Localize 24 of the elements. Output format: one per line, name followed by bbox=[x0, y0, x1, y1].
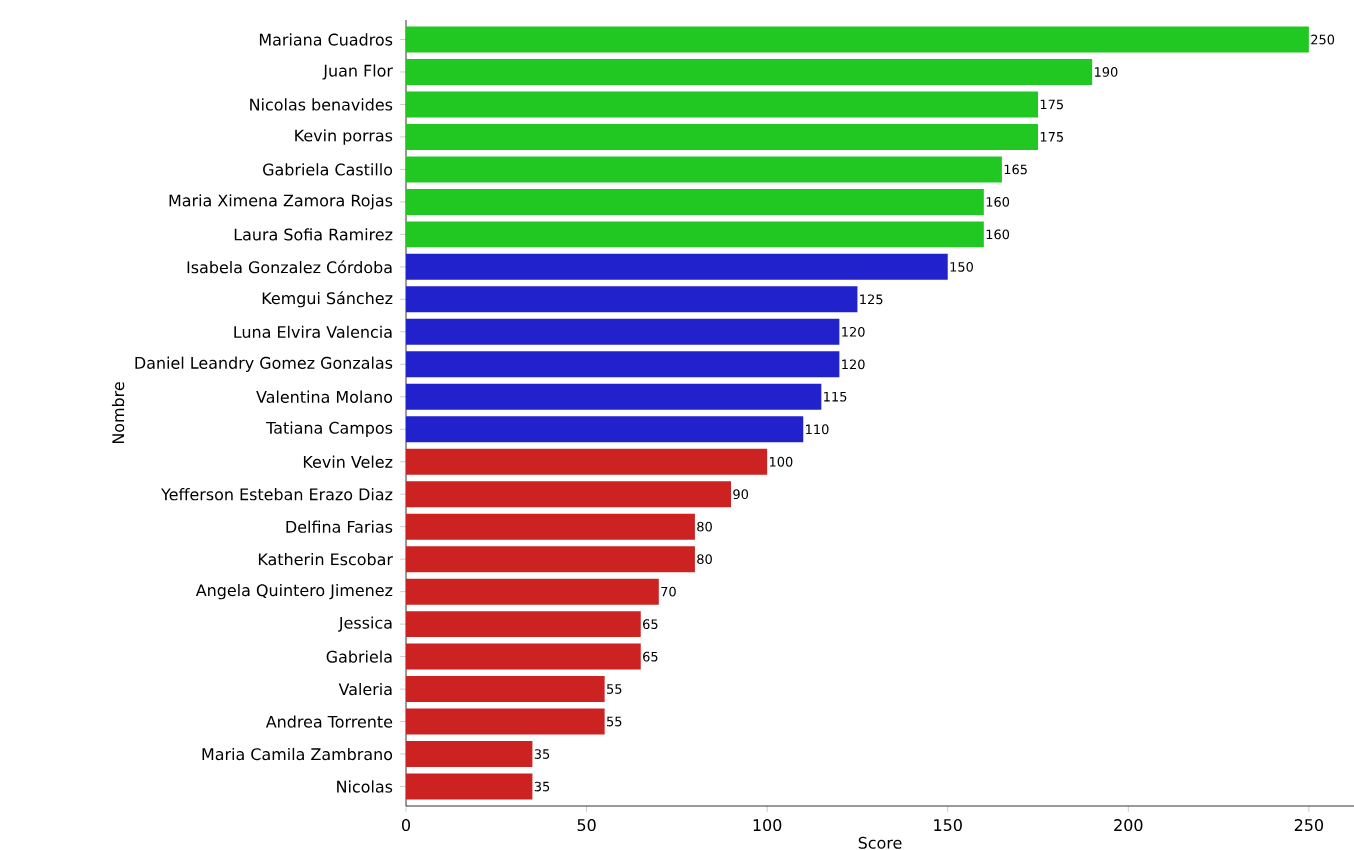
bar bbox=[406, 91, 1039, 118]
bar bbox=[406, 383, 822, 410]
bar bbox=[406, 481, 732, 508]
bar bbox=[406, 253, 948, 280]
bar bbox=[406, 546, 695, 573]
bar bbox=[406, 123, 1039, 150]
bar bbox=[406, 773, 533, 800]
bar bbox=[406, 26, 1309, 53]
bar bbox=[406, 741, 533, 768]
bar bbox=[406, 416, 804, 443]
bar bbox=[406, 448, 768, 475]
bar bbox=[406, 188, 984, 215]
bar bbox=[406, 351, 840, 378]
bar bbox=[406, 156, 1002, 183]
bar bbox=[406, 58, 1093, 85]
bar bbox=[406, 221, 984, 248]
bar bbox=[406, 578, 659, 605]
bar bbox=[406, 513, 695, 540]
bar bbox=[406, 676, 605, 703]
bar bbox=[406, 318, 840, 345]
bar bbox=[406, 643, 641, 670]
bar bbox=[406, 286, 858, 313]
bar bbox=[406, 611, 641, 638]
bar bbox=[406, 708, 605, 735]
